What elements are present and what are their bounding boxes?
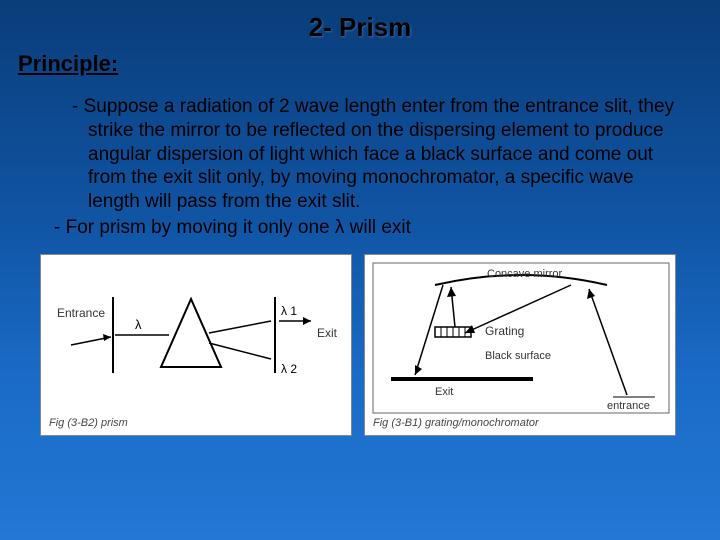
label-black: Black surface xyxy=(485,350,551,362)
label-entrance-r: entrance xyxy=(607,400,650,412)
label-lambda2: λ 2 xyxy=(281,362,297,376)
grating-diagram: Concave mirror Grating Black surface xyxy=(365,255,677,437)
caption-grating: Fig (3-B1) grating/monochromator xyxy=(373,417,539,429)
slide-title: 2- Prism xyxy=(0,0,720,43)
paragraph-2: - For prism by moving it only one λ will… xyxy=(40,216,690,240)
label-lambda1: λ 1 xyxy=(281,304,297,318)
prism-diagram: Entrance λ λ 1 Exit λ 2 xyxy=(41,255,353,437)
paragraph-1: - Suppose a radiation of 2 wave length e… xyxy=(40,95,690,214)
subheading-principle: Principle: xyxy=(0,43,720,77)
label-entrance: Entrance xyxy=(57,306,105,320)
figure-prism: Entrance λ λ 1 Exit λ 2 Fig (3-B2) prism xyxy=(40,254,352,436)
figure-grating: Concave mirror Grating Black surface xyxy=(364,254,676,436)
label-exit: Exit xyxy=(317,326,338,340)
caption-prism: Fig (3-B2) prism xyxy=(49,417,128,429)
label-exit-r: Exit xyxy=(435,386,453,398)
label-grating: Grating xyxy=(485,324,524,338)
body-text: - Suppose a radiation of 2 wave length e… xyxy=(0,77,720,240)
figure-row: Entrance λ λ 1 Exit λ 2 Fig (3-B2) prism xyxy=(0,240,720,436)
label-concave: Concave mirror xyxy=(487,268,563,280)
label-lambda: λ xyxy=(135,317,142,332)
